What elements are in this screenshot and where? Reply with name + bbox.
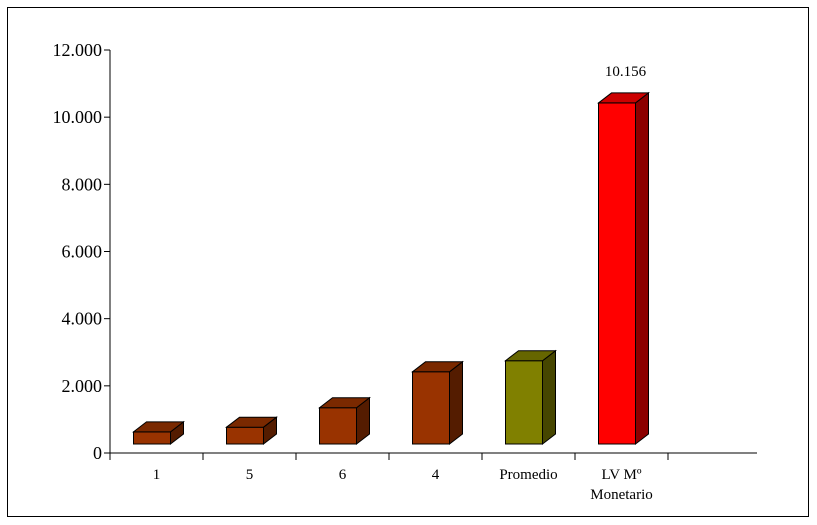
bar-group — [132, 420, 185, 446]
data-label: 10.156 — [605, 64, 647, 80]
bar-front — [505, 360, 543, 445]
x-category-label: LV Mº — [601, 467, 641, 483]
bar-top — [318, 397, 371, 409]
x-category-label: 5 — [246, 467, 254, 483]
y-tick-label: 12.000 — [53, 40, 103, 60]
x-category-label: 6 — [339, 467, 347, 483]
bar-top — [597, 92, 650, 104]
bar-front — [598, 102, 636, 445]
bar-group — [504, 349, 557, 446]
bar-front — [226, 426, 264, 445]
y-tick-label: 10.000 — [53, 107, 103, 127]
x-category-label: 4 — [432, 467, 440, 483]
bar-side — [449, 360, 463, 446]
bar-top — [132, 421, 185, 433]
x-category-label: Promedio — [499, 467, 557, 483]
x-category-label: Monetario — [590, 487, 652, 503]
y-tick-label: 0 — [93, 443, 102, 463]
bar-front — [133, 431, 171, 445]
bar-top — [504, 350, 557, 362]
y-tick-label: 6.000 — [62, 242, 103, 262]
bar-front — [412, 371, 450, 445]
bar-group — [597, 91, 650, 446]
y-tick-label: 8.000 — [62, 174, 103, 194]
bar-group — [225, 416, 278, 446]
bar-top — [411, 361, 464, 373]
y-tick-label: 2.000 — [62, 376, 103, 396]
x-category-label: 1 — [153, 467, 161, 483]
bar-front — [319, 407, 357, 445]
bar-side — [635, 91, 649, 446]
bar-group — [318, 396, 371, 446]
bar-group — [411, 360, 464, 446]
y-tick-label: 4.000 — [62, 309, 103, 329]
bar-top — [225, 416, 278, 428]
bar-side — [542, 349, 556, 446]
